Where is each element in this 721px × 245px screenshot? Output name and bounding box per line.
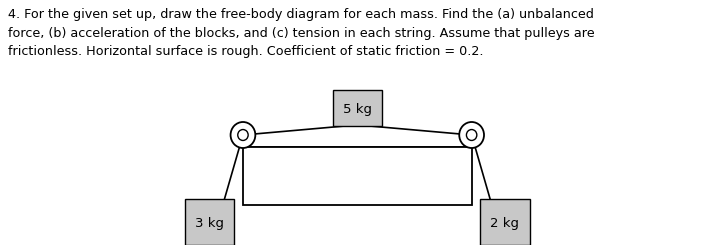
Polygon shape xyxy=(243,147,472,205)
Text: 3 kg: 3 kg xyxy=(195,217,224,230)
Text: 5 kg: 5 kg xyxy=(342,102,372,115)
Polygon shape xyxy=(185,199,234,245)
Text: 2 kg: 2 kg xyxy=(490,217,519,230)
Circle shape xyxy=(459,122,484,148)
Text: 4. For the given set up, draw the free-body diagram for each mass. Find the (a) : 4. For the given set up, draw the free-b… xyxy=(8,8,594,58)
Polygon shape xyxy=(480,199,530,245)
Circle shape xyxy=(231,122,255,148)
Polygon shape xyxy=(332,90,382,126)
